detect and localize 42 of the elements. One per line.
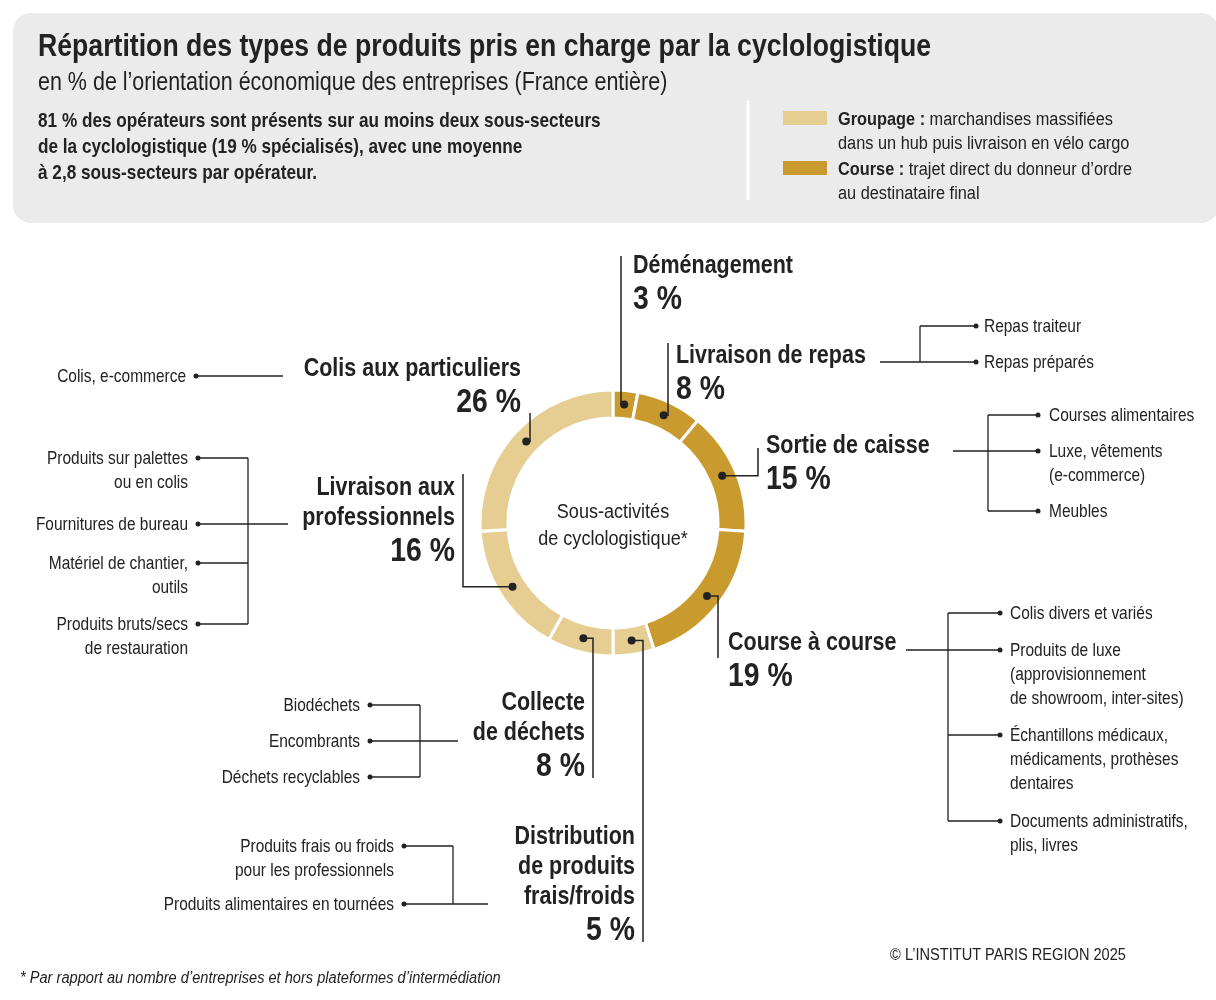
text: * Par rapport au nombre d’entreprises et hors plateformes d’intermédiation [20, 967, 501, 987]
text: Fournitures de bureau [35, 513, 188, 535]
data-label: 16 % [390, 530, 455, 569]
text: Documents administratifs, plis, livres [1010, 810, 1188, 856]
slice-label: Livraison aux professionnels [302, 472, 456, 531]
text: Produits alimentaires en tournées [163, 893, 394, 915]
data-label: 8 % [536, 745, 585, 784]
text: Échantillons médicaux, médicaments, prothèses dentaires [1010, 724, 1179, 794]
text: Meubles [1049, 500, 1108, 522]
text: Course : trajet direct du donneur d’ordre au destinataire final [838, 157, 1133, 204]
text: Luxe, vêtements (e-commerce) [1049, 440, 1163, 486]
slice-label: Collecte de déchets [472, 687, 586, 746]
data-label: 26 % [456, 381, 521, 420]
text: Matériel de chantier, outils [48, 552, 188, 598]
text: Courses alimentaires [1049, 404, 1195, 426]
slice-label: Course à course [728, 627, 897, 656]
text: 81 % des opérateurs sont présents sur au moins deux sous-secteurs de la cyclologistique (19 % spécialisés), avec une moyenne à 2,8 sous-secteurs par opérateur. [38, 108, 601, 184]
text: Produits bruts/secs de restauration [56, 613, 188, 659]
slice-label: Colis aux particuliers [303, 353, 521, 382]
text: Produits de luxe (approvisionnement de showroom, inter-sites) [1010, 639, 1184, 709]
text: © L’INSTITUT PARIS REGION 2025 [890, 944, 1127, 964]
slice-label: Sortie de caisse [766, 430, 930, 459]
text: Déchets recyclables [221, 766, 360, 788]
text: Colis divers et variés [1010, 602, 1153, 624]
slice-label: Déménagement [633, 250, 794, 279]
text: Encombrants [268, 730, 360, 752]
text: Biodéchets [283, 694, 360, 716]
slice-label: Livraison de repas [676, 340, 866, 369]
slice-label: Distribution de produits frais/froids [514, 821, 635, 910]
data-label: 8 % [676, 368, 725, 407]
text: Produits frais ou froids pour les professionnels [235, 835, 394, 881]
text: Repas préparés [984, 351, 1095, 373]
data-label: 19 % [728, 655, 793, 694]
text: Produits sur palettes ou en colis [47, 447, 188, 493]
text: Colis, e-commerce [57, 365, 186, 387]
data-label: 3 % [633, 278, 682, 317]
chart-subtitle: en % de l’orientation économique des entreprises (France entière) [38, 67, 668, 96]
data-label: 15 % [766, 458, 831, 497]
chart-title: Répartition des types de produits pris en charge par la cyclologistique [38, 28, 932, 63]
text: Sous-activités de cyclologistique* [538, 498, 689, 550]
text: Repas traiteur [984, 315, 1082, 337]
data-label: 5 % [586, 909, 635, 948]
